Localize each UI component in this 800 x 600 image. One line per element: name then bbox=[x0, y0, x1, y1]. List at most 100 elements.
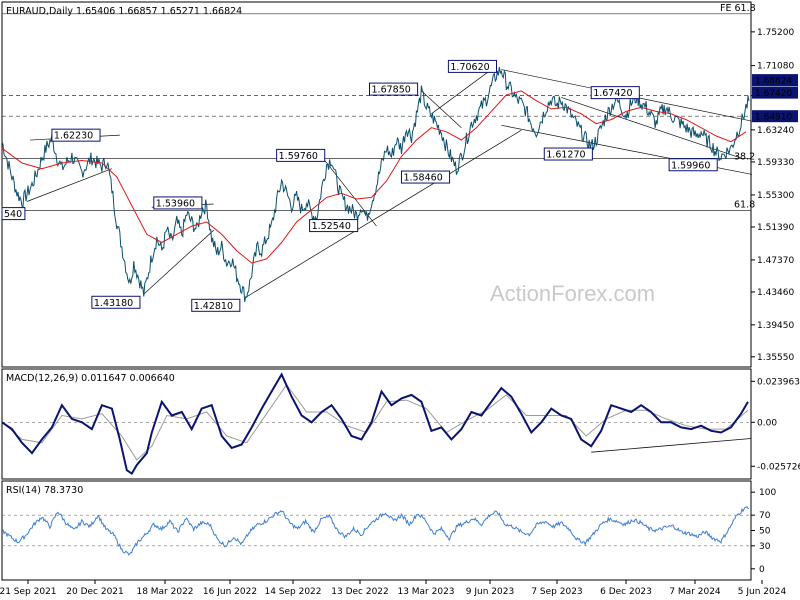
rsi-tick-label: 30 bbox=[759, 542, 771, 552]
pivot-label: 1.58460 bbox=[400, 170, 451, 184]
pivot-label: 1.59960 bbox=[668, 158, 718, 172]
macd-line bbox=[1, 372, 749, 476]
price-panel-frame bbox=[1, 1, 752, 368]
pivot-label-box bbox=[590, 86, 640, 100]
macd-tick-label: -0.025726 bbox=[757, 462, 800, 472]
pivot-label: 1.43180 bbox=[91, 295, 141, 309]
fib-label: 61.8 bbox=[734, 200, 755, 211]
watermark: ActionForex.com bbox=[490, 281, 655, 306]
rsi-tick-label: 100 bbox=[759, 488, 776, 498]
current-price-text: 1.64910 bbox=[755, 113, 792, 123]
price-tick-label: 1.47370 bbox=[757, 256, 794, 266]
pivot-label-box bbox=[153, 196, 203, 210]
pivot-label-box bbox=[1, 207, 26, 221]
x-tick-label: 20 Dec 2021 bbox=[66, 587, 124, 597]
chart-header: EURAUD,Daily 1.65406 1.66857 1.65271 1.6… bbox=[6, 6, 242, 17]
pivot-label-box bbox=[369, 82, 419, 96]
x-tick-label: 9 Jun 2023 bbox=[466, 587, 514, 597]
pivot-label-text: 1.61270 bbox=[546, 150, 585, 161]
current-price-text: 1.68824 bbox=[755, 77, 792, 87]
pivot-label: 1.61270 bbox=[543, 147, 593, 161]
pivot-label-box bbox=[191, 298, 241, 312]
rsi-line bbox=[1, 506, 750, 556]
trend-line bbox=[143, 229, 214, 295]
trend-line bbox=[421, 90, 462, 129]
trend-line bbox=[245, 129, 522, 298]
x-tick-label: 18 Mar 2022 bbox=[136, 587, 193, 597]
pivot-label: 1.59760 bbox=[276, 148, 326, 162]
macd-tick-label: 0.023963 bbox=[757, 377, 800, 387]
pivot-label-box bbox=[91, 295, 141, 309]
pivot-label-box bbox=[309, 219, 359, 233]
price-tick-label: 1.43460 bbox=[757, 288, 794, 298]
price-tick-label: 1.35550 bbox=[757, 353, 794, 363]
pivot-label-box bbox=[51, 128, 101, 142]
x-tick-label: 14 Sep 2022 bbox=[264, 587, 321, 597]
rsi-tick-label: 70 bbox=[759, 511, 771, 521]
pivot-label-text: 1.59760 bbox=[279, 151, 318, 162]
pivot-label: 1.62230 bbox=[51, 128, 101, 142]
moving-average-line bbox=[1, 90, 747, 264]
price-tick-label: 1.75200 bbox=[757, 28, 794, 38]
pivot-label: 540 bbox=[1, 207, 26, 221]
pivot-label-text: 1.67420 bbox=[593, 88, 632, 99]
pivot-label: 1.52540 bbox=[309, 219, 359, 233]
trend-line bbox=[431, 69, 492, 115]
current-price-label: 1.67420 bbox=[752, 86, 798, 99]
pivot-label-box bbox=[543, 147, 593, 161]
x-tick-label: 13 Dec 2022 bbox=[331, 587, 389, 597]
price-tick-label: 1.63240 bbox=[757, 126, 794, 136]
fib-label: 38.2 bbox=[734, 152, 755, 163]
price-tick-label: 1.55300 bbox=[757, 191, 794, 201]
pivot-label-text: 1.62230 bbox=[54, 131, 93, 142]
current-price-box bbox=[752, 74, 798, 87]
rsi-tick-label: 0 bbox=[759, 565, 765, 575]
current-price-label: 1.68824 bbox=[752, 74, 798, 87]
current-price-box bbox=[752, 110, 798, 123]
macd-panel-frame bbox=[1, 368, 752, 480]
pivot-label-text: 1.59960 bbox=[671, 160, 710, 171]
macd-trend-line bbox=[591, 438, 752, 453]
macd-layer bbox=[1, 372, 752, 476]
rsi-tick-label: 50 bbox=[759, 527, 771, 537]
pivot-label-box bbox=[400, 170, 451, 184]
pivot-label: 1.53960 bbox=[153, 196, 203, 210]
pivot-label-text: 540 bbox=[4, 209, 22, 220]
price-tick-label: 1.71080 bbox=[757, 62, 794, 72]
pivot-label-box bbox=[276, 148, 326, 162]
macd-title: MACD(12,26,9) 0.011647 0.006640 bbox=[6, 373, 175, 384]
x-tick-label: 7 Mar 2024 bbox=[669, 587, 721, 597]
pivot-label-text: 1.53960 bbox=[156, 198, 195, 209]
x-tick-label: 16 Jun 2022 bbox=[203, 587, 257, 597]
rsi-panel-frame bbox=[1, 480, 752, 581]
price-layer: 1.62230 1.53960 1.43180 1.42810 1.59760 1.525… bbox=[1, 3, 756, 312]
macd-tick-label: 0.00 bbox=[757, 418, 777, 428]
price-tick-label: 1.51390 bbox=[757, 223, 794, 233]
price-tick-label: 1.39450 bbox=[757, 321, 794, 331]
pivot-label-text: 1.43180 bbox=[94, 298, 133, 309]
current-price-label: 1.64910 bbox=[752, 110, 798, 123]
pivot-label-text: 1.42810 bbox=[194, 301, 233, 312]
x-tick-label: 21 Sep 2021 bbox=[0, 587, 57, 597]
trend-line bbox=[561, 97, 742, 159]
pivot-label: 1.67420 bbox=[590, 86, 640, 100]
pivot-label-text: 1.58460 bbox=[403, 173, 442, 184]
current-price-box bbox=[752, 86, 798, 99]
trend-line bbox=[26, 168, 112, 202]
trend-line bbox=[321, 156, 377, 227]
price-tick-label: 1.59330 bbox=[757, 158, 794, 168]
pivot-label: 1.67850 bbox=[369, 82, 419, 96]
fib-label: FE 61.8 bbox=[720, 3, 756, 14]
x-tick-label: 6 Dec 2023 bbox=[600, 587, 652, 597]
pivot-label: 1.42810 bbox=[191, 298, 241, 312]
pivot-label-text: 1.70620 bbox=[450, 62, 489, 73]
price-line bbox=[1, 67, 750, 302]
x-tick-label: 7 Sep 2023 bbox=[531, 587, 582, 597]
x-tick-label: 5 Jun 2024 bbox=[738, 587, 787, 597]
rsi-layer bbox=[1, 506, 751, 556]
pivot-label-box bbox=[447, 59, 498, 73]
current-price-text: 1.67420 bbox=[755, 89, 792, 99]
pivot-label-text: 1.52540 bbox=[312, 221, 351, 232]
